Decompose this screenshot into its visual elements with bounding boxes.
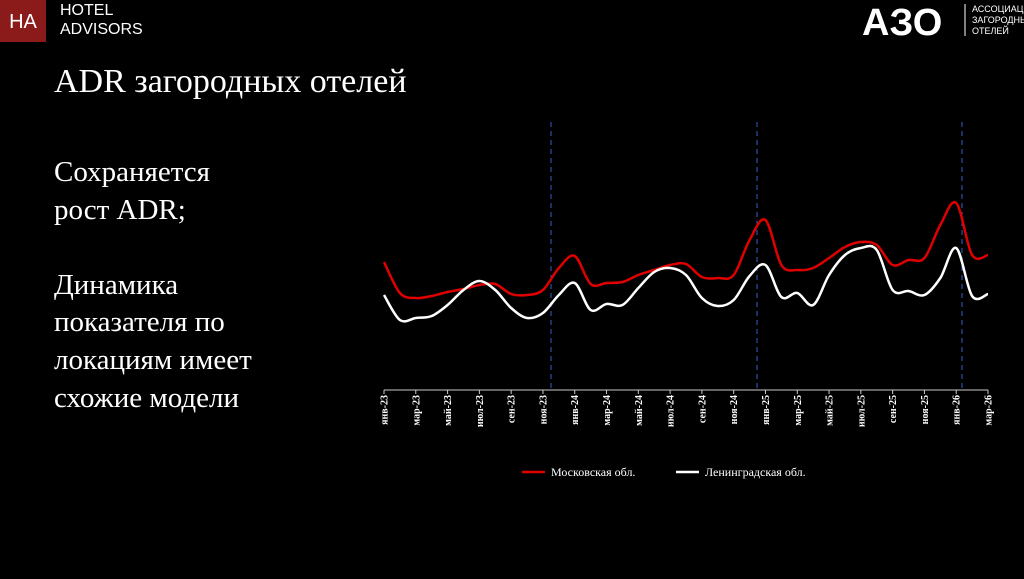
x-tick-label: июл-23 <box>475 395 486 427</box>
x-tick-label: янв-26 <box>952 395 963 425</box>
body-line: локациям имеет <box>54 344 252 376</box>
x-tick-label: сен-23 <box>507 395 518 423</box>
x-tick-label: янв-23 <box>380 395 391 425</box>
chart: янв-23 мар-23 май-23 июл-23 сен-23 ноя-23 янв-… <box>380 122 995 479</box>
x-tick-label: июл-25 <box>856 395 867 427</box>
x-tick-label: ноя-25 <box>920 395 931 424</box>
assoc-text: ЗАГОРОДНЫ <box>972 15 1024 25</box>
x-tick-label: июл-24 <box>666 395 677 427</box>
assoc-text: АССОЦИАЦ <box>972 4 1024 14</box>
series-line <box>382 200 989 300</box>
x-tick-label: мар-23 <box>411 395 422 426</box>
series-line <box>382 244 989 323</box>
x-tick-label: май-25 <box>825 395 836 426</box>
legend-label: Московская обл. <box>551 465 635 479</box>
x-tick-label: мар-26 <box>984 395 995 426</box>
x-tick-label: сен-25 <box>888 395 899 423</box>
body-line: рост ADR; <box>54 194 186 226</box>
logo-mark: HA <box>9 11 37 33</box>
x-tick-label: янв-25 <box>761 395 772 425</box>
x-tick-label: сен-24 <box>697 395 708 423</box>
x-tick-label: мар-24 <box>602 395 613 426</box>
body-line: показателя по <box>54 306 225 338</box>
x-tick-label: ноя-23 <box>538 395 549 424</box>
x-tick-label: мар-25 <box>793 395 804 426</box>
logo-text: HOTEL <box>60 2 113 19</box>
body-line: схожие модели <box>54 382 239 414</box>
body-line: Динамика <box>54 269 178 301</box>
x-tick-label: май-24 <box>634 395 645 426</box>
body-text: Сохраняется рост ADR; Динамика показателя п… <box>54 156 252 414</box>
x-tick-label: ноя-24 <box>729 395 740 424</box>
assoc-mark: АЗО <box>862 2 942 44</box>
x-tick-label: май-23 <box>443 395 454 426</box>
logo-text: ADVISORS <box>60 21 143 38</box>
body-line: Сохраняется <box>54 156 210 188</box>
x-tick-label: янв-24 <box>570 395 581 425</box>
legend-label: Ленинградская обл. <box>705 465 806 479</box>
slide-title: ADR загородных отелей <box>54 63 407 100</box>
assoc-text: ОТЕЛЕЙ <box>972 25 1009 36</box>
logo-box <box>0 0 46 42</box>
